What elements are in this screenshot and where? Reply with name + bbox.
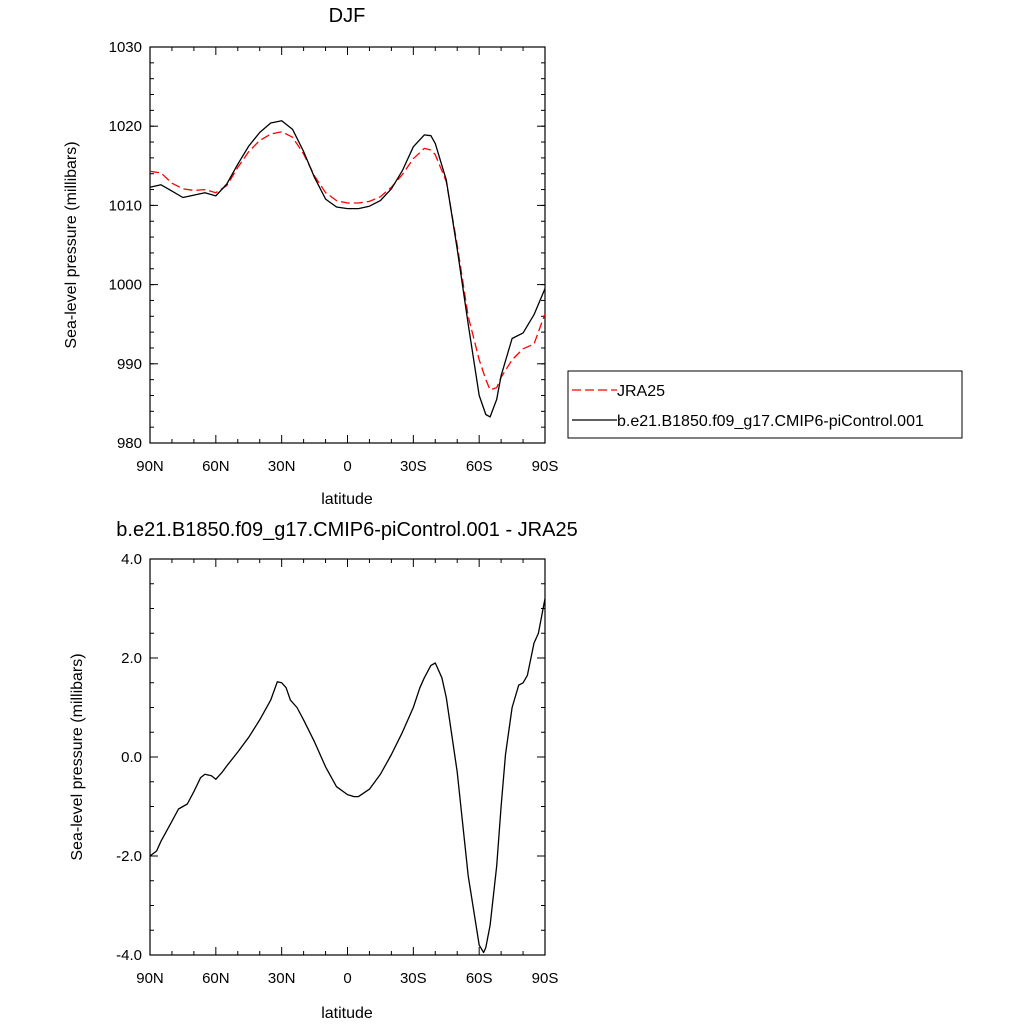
bottom-x-tick-label: 30S [400, 970, 427, 987]
legend-entry-model: b.e21.B1850.f09_g17.CMIP6-piControl.001 [617, 413, 924, 430]
top-x-tick-label: 30N [268, 458, 296, 475]
bottom-x-ticks: 90N 60N 30N 0 30S 60S 90S [136, 559, 558, 987]
bottom-x-tick-label: 60N [202, 970, 230, 987]
top-y-tick-label: 1030 [109, 39, 142, 56]
bottom-x-tick-label: 60S [466, 970, 493, 987]
legend-box [567, 370, 963, 439]
bottom-y-axis-label: Sea-level pressure (millibars) [69, 653, 86, 860]
top-y-tick-label: 1010 [109, 197, 142, 214]
bottom-y-tick-label: 2.0 [121, 650, 142, 667]
top-x-axis-label: latitude [321, 491, 373, 508]
top-x-tick-label: 0 [343, 458, 351, 475]
bottom-y-tick-label: -4.0 [116, 947, 142, 964]
top-x-ticks: 90N 60N 30N 0 30S 60S 90S [136, 47, 558, 475]
bottom-y-tick-label: 0.0 [121, 749, 142, 766]
top-y-ticks: 980 990 1000 1010 1020 1030 [109, 39, 545, 452]
bottom-y-tick-label: 4.0 [121, 551, 142, 568]
top-panel: DJF 90N 60N 30N 0 30S 60S 90S 980 990 1000 1010 10… [63, 5, 558, 508]
top-chart-title: DJF [329, 5, 366, 27]
top-y-tick-label: 990 [117, 356, 142, 373]
top-series-line-1 [149, 120, 546, 418]
top-series-lines [149, 120, 546, 418]
top-x-tick-label: 30S [400, 458, 427, 475]
bottom-x-tick-label: 90N [136, 970, 164, 987]
top-y-tick-label: 1020 [109, 118, 142, 135]
top-y-tick-label: 980 [117, 435, 142, 452]
top-series-line-0 [149, 131, 546, 391]
top-y-axis-label: Sea-level pressure (millibars) [63, 141, 80, 348]
bottom-x-tick-label: 30N [268, 970, 296, 987]
bottom-x-tick-label: 90S [532, 970, 559, 987]
bottom-panel: b.e21.B1850.f09_g17.CMIP6-piControl.001 … [69, 519, 578, 1022]
top-x-tick-label: 90S [532, 458, 559, 475]
bottom-chart-title: b.e21.B1850.f09_g17.CMIP6-piControl.001 … [116, 519, 577, 541]
bottom-series-line-0 [149, 598, 546, 954]
top-x-tick-label: 60S [466, 458, 493, 475]
bottom-x-tick-label: 0 [343, 970, 351, 987]
bottom-x-axis-label: latitude [321, 1005, 373, 1022]
top-x-tick-label: 90N [136, 458, 164, 475]
bottom-series-lines [149, 598, 546, 954]
top-y-tick-label: 1000 [109, 277, 142, 294]
bottom-y-tick-label: -2.0 [116, 848, 142, 865]
bottom-y-ticks: -4.0 -2.0 0.0 2.0 4.0 [116, 551, 545, 964]
top-plot-frame [149, 46, 546, 444]
legend-entry-jra25: JRA25 [617, 383, 665, 400]
top-x-tick-label: 60N [202, 458, 230, 475]
bottom-plot-frame [149, 558, 546, 956]
legend: JRA25 b.e21.B1850.f09_g17.CMIP6-piContro… [567, 370, 963, 439]
